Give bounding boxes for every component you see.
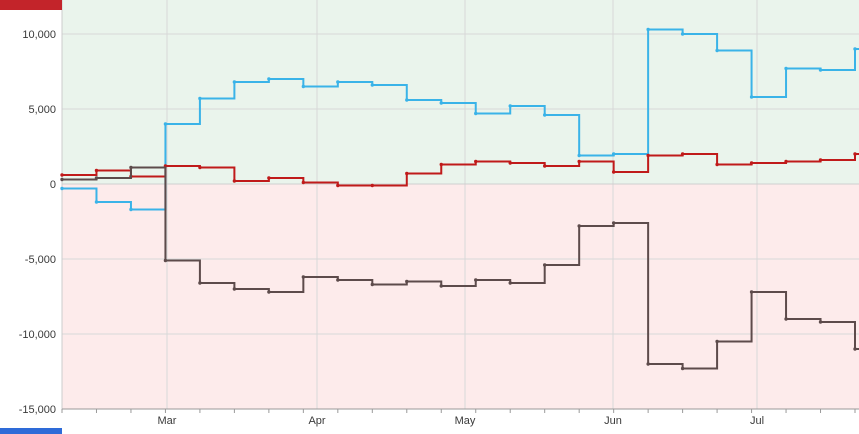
red-series-point	[301, 180, 306, 185]
sky-blue-series-point	[784, 66, 788, 71]
red-series-point	[439, 162, 443, 167]
clipped-blue-element	[0, 428, 62, 434]
dark-brown-series-point	[749, 290, 754, 294]
red-series-point	[198, 165, 202, 170]
red-series-point	[749, 161, 754, 165]
x-axis-label: Jun	[604, 415, 622, 427]
sky-blue-series-point	[232, 80, 237, 84]
sky-blue-series-point	[129, 207, 133, 212]
y-axis-label: 0	[50, 179, 56, 191]
dark-brown-series-point	[370, 282, 375, 287]
sky-blue-series-point	[680, 32, 685, 36]
dark-brown-series-point	[680, 366, 685, 371]
red-series-point	[232, 179, 237, 183]
red-series-point	[336, 183, 340, 188]
x-axis-label: May	[455, 415, 476, 427]
red-series-point	[680, 152, 685, 156]
dark-brown-series-markers	[60, 165, 857, 371]
sky-blue-series-point	[474, 111, 478, 116]
positive-region-background	[62, 0, 859, 184]
dark-brown-series-point	[474, 278, 478, 282]
dark-brown-series-point	[853, 347, 857, 351]
red-series-point	[542, 164, 547, 168]
sky-blue-series-point	[577, 153, 581, 158]
sky-blue-series-point	[267, 77, 271, 81]
sky-blue-series-point	[508, 104, 512, 108]
sky-blue-series-point	[60, 186, 64, 191]
dark-brown-series-point	[60, 177, 64, 182]
red-series-point	[784, 159, 788, 164]
red-series-point	[818, 158, 823, 162]
sky-blue-series-point	[715, 48, 719, 53]
dark-brown-series-point	[542, 263, 547, 267]
y-axis-label: -15,000	[19, 404, 56, 416]
y-axis-label: -5,000	[25, 254, 56, 266]
dark-brown-series-point	[232, 287, 237, 291]
sky-blue-series-point	[336, 80, 340, 84]
sky-blue-series-point	[439, 101, 443, 105]
sky-blue-series-point	[646, 27, 650, 32]
red-series-point	[94, 168, 99, 173]
sky-blue-series-point	[749, 95, 754, 99]
dark-brown-series-point	[646, 362, 650, 366]
sky-blue-series-point	[94, 200, 99, 204]
x-axis-label: Apr	[308, 415, 325, 427]
x-axis-label: Jul	[750, 415, 764, 427]
sky-blue-series-point	[198, 96, 202, 101]
sky-blue-series-point	[611, 152, 616, 156]
x-axis-label: Mar	[158, 415, 177, 427]
red-series-point	[370, 183, 375, 188]
sky-blue-series-markers	[60, 27, 857, 212]
red-series-point	[853, 152, 857, 156]
sky-blue-series-point	[818, 68, 823, 72]
red-series-point	[267, 176, 271, 180]
sky-blue-series-point	[542, 113, 547, 117]
sky-blue-series-point	[370, 83, 375, 87]
dark-brown-series-point	[94, 176, 99, 180]
y-axis-label: 10,000	[22, 29, 56, 41]
dark-brown-series-point	[508, 281, 512, 285]
red-series-point	[405, 171, 409, 176]
red-series-point	[611, 170, 616, 174]
negative-region-background	[62, 184, 859, 409]
sky-blue-series-line	[62, 28, 859, 211]
dark-brown-series-point	[163, 258, 168, 263]
y-axis-label: 5,000	[28, 104, 56, 116]
dark-brown-series-line	[62, 166, 859, 370]
red-series-point	[508, 161, 512, 165]
sky-blue-series-point	[853, 47, 857, 51]
red-series-point	[646, 153, 650, 158]
dark-brown-series-point	[577, 224, 581, 228]
dark-brown-series-point	[715, 339, 719, 344]
dark-brown-series-point	[198, 281, 202, 285]
dark-brown-series-point	[405, 279, 409, 284]
dark-brown-series-point	[784, 317, 788, 321]
red-series-point	[577, 159, 581, 164]
dark-brown-series-point	[301, 275, 306, 279]
dark-brown-series-point	[129, 165, 133, 170]
red-series-point	[715, 162, 719, 167]
dark-brown-series-point	[818, 320, 823, 324]
clipped-red-element	[0, 0, 62, 10]
sky-blue-series-point	[301, 84, 306, 89]
sky-blue-series-point	[405, 98, 409, 102]
dark-brown-series-point	[439, 284, 443, 288]
red-series-point	[60, 173, 64, 177]
red-series-point	[474, 159, 478, 164]
sky-blue-series-point	[163, 122, 168, 126]
dark-brown-series-point	[336, 278, 340, 282]
dark-brown-series-point	[611, 221, 616, 225]
y-axis-label: -10,000	[19, 329, 56, 341]
dark-brown-series-point	[267, 290, 271, 294]
